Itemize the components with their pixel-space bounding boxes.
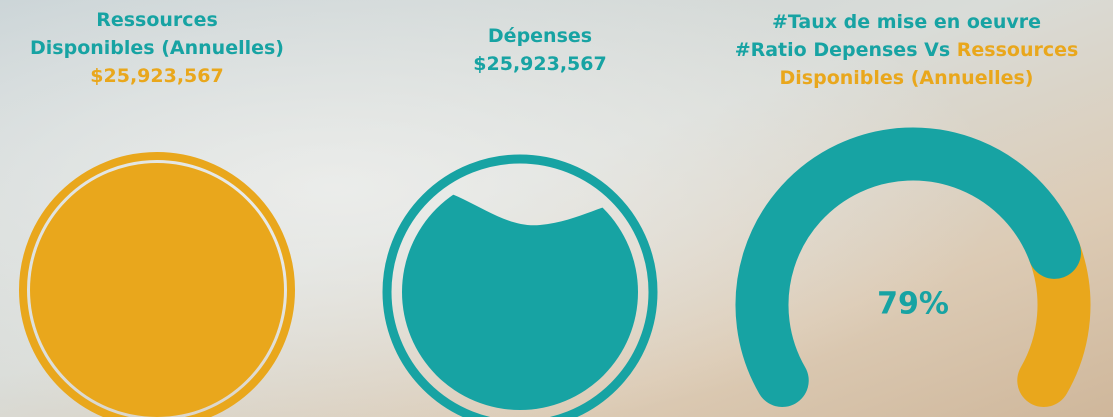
title-line: #Taux de mise en oeuvre: [771, 11, 1041, 33]
liquid-fill: [402, 185, 638, 410]
liquid-ring: [19, 152, 295, 417]
gauge-value: [735, 127, 1082, 407]
gauge-label: 79%: [877, 287, 949, 322]
liquid-fill: [30, 163, 284, 417]
panel-title: Dépenses $25,923,567: [390, 22, 690, 78]
title-line: Dépenses: [487, 25, 593, 47]
panel-title: Ressources Disponibles (Annuelles) $25,9…: [0, 6, 314, 90]
panel-title: #Taux de mise en oeuvre #Ratio Depenses …: [700, 8, 1113, 92]
liquid-ring: [382, 154, 658, 417]
panel-value: $25,923,567: [473, 53, 607, 75]
title-line: #Ratio Depenses Vs Ressources: [700, 36, 1113, 64]
title-part: #Ratio Depenses Vs: [734, 39, 951, 61]
title-part: Ressources: [956, 39, 1079, 61]
title-line: Disponibles (Annuelles): [779, 67, 1034, 89]
title-line: Ressources: [96, 9, 218, 31]
panel-value: $25,923,567: [90, 65, 224, 87]
title-line: Disponibles (Annuelles): [30, 37, 284, 59]
